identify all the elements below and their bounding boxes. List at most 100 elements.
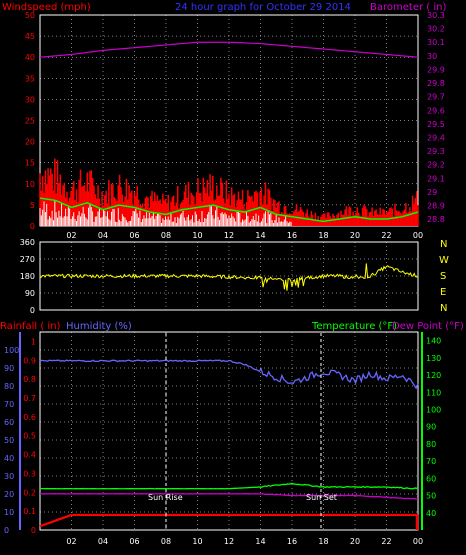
low-x-tick: 18 xyxy=(318,537,328,546)
baro-axis-title: Barometer ( in) xyxy=(370,2,446,13)
low-x-tick: 06 xyxy=(129,537,139,546)
humidity-y-tick: 70 xyxy=(4,400,14,409)
rain-y-tick: 0.1 xyxy=(23,507,36,516)
wind-axis-title: Windspeed (mph) xyxy=(2,2,91,13)
rain-y-tick: 0.7 xyxy=(23,394,36,403)
baro-y-tick: 29 xyxy=(427,188,437,197)
compass-e: E xyxy=(440,287,446,298)
rain-y-tick: 0.4 xyxy=(23,451,36,460)
baro-y-tick: 30.1 xyxy=(427,38,445,47)
rain-y-tick: 0.2 xyxy=(23,488,36,497)
rain-axis-title: Rainfall ( in) xyxy=(0,321,61,332)
temp-y-tick: 50 xyxy=(426,492,436,501)
baro-y-tick: 29.3 xyxy=(427,147,445,156)
wind-y-tick: 10 xyxy=(25,180,35,189)
wind-x-tick: 16 xyxy=(287,231,297,240)
wind-x-tick: 22 xyxy=(381,231,391,240)
wind-y-tick: 30 xyxy=(25,95,35,104)
rain-y-tick: 0.9 xyxy=(23,356,36,365)
wind-y-tick: 20 xyxy=(25,138,35,147)
wind-y-tick: 40 xyxy=(25,53,35,62)
dewpoint-line xyxy=(39,493,419,500)
graph-title: 24 hour graph for October 29 2014 xyxy=(175,2,351,13)
temp-y-tick: 80 xyxy=(426,440,436,449)
wind-chart: 0 5 10 15 20 25 30 35 40 45 50 28.8 28.9 29 29.1 29.2 29… xyxy=(25,11,445,240)
low-x-tick: 12 xyxy=(224,537,234,546)
wind-y-tick: 5 xyxy=(30,201,35,210)
wind-x-tick: 00 xyxy=(413,231,423,240)
wind-y-tick: 25 xyxy=(25,117,35,126)
baro-y-tick: 30.3 xyxy=(427,11,445,20)
low-x-tick: 16 xyxy=(287,537,297,546)
baro-y-tick: 29.1 xyxy=(427,174,445,183)
temp-humidity-chart: 00.10.20.30.40.50.60.70.80.9101020304050… xyxy=(4,332,441,546)
rain-y-tick: 0 xyxy=(31,526,36,535)
baro-y-tick: 29.6 xyxy=(427,106,445,115)
dir-y-tick: 90 xyxy=(25,289,35,298)
compass-n-bottom: N xyxy=(440,303,447,314)
wind-y-tick: 0 xyxy=(30,222,35,231)
dew-axis-title: Dew Point (°F) xyxy=(392,321,464,332)
humidity-y-tick: 20 xyxy=(4,490,14,499)
baro-y-tick: 29.4 xyxy=(427,134,445,143)
rain-y-tick: 1 xyxy=(31,337,36,346)
low-x-tick: 00 xyxy=(413,537,423,546)
baro-y-tick: 29.2 xyxy=(427,161,445,170)
humidity-y-tick: 40 xyxy=(4,454,14,463)
baro-y-tick: 29.7 xyxy=(427,93,445,102)
wind-x-tick: 02 xyxy=(66,231,76,240)
baro-y-tick: 29.5 xyxy=(427,120,445,129)
wind-x-tick: 06 xyxy=(129,231,139,240)
wind-x-tick: 12 xyxy=(224,231,234,240)
humidity-y-tick: 0 xyxy=(4,526,9,535)
wind-x-tick: 20 xyxy=(350,231,360,240)
humidity-y-tick: 50 xyxy=(4,436,14,445)
compass-w: W xyxy=(439,255,449,266)
wind-x-tick: 14 xyxy=(255,231,265,240)
temp-axis-title: Temperature (°F) xyxy=(311,321,397,332)
temp-y-tick: 140 xyxy=(426,337,441,346)
temp-y-tick: 110 xyxy=(426,388,441,397)
dir-y-tick: 360 xyxy=(20,238,35,247)
rain-y-tick: 0.5 xyxy=(23,432,36,441)
wind-average-line xyxy=(39,197,419,223)
rainfall-line xyxy=(39,513,418,528)
sunrise-label: Sun Rise xyxy=(148,493,183,502)
temperature-line xyxy=(39,482,419,490)
humidity-y-tick: 10 xyxy=(4,508,14,517)
low-x-tick: 22 xyxy=(381,537,391,546)
temp-y-tick: 130 xyxy=(426,354,441,363)
temp-y-tick: 90 xyxy=(426,423,436,432)
wind-x-tick: 18 xyxy=(318,231,328,240)
low-x-tick: 14 xyxy=(255,537,265,546)
humidity-y-tick: 30 xyxy=(4,472,14,481)
rain-y-tick: 0.3 xyxy=(23,469,36,478)
low-x-tick: 10 xyxy=(192,537,202,546)
low-x-tick: 08 xyxy=(161,537,171,546)
wind-x-tick: 10 xyxy=(192,231,202,240)
humidity-y-tick: 80 xyxy=(4,382,14,391)
compass-s: S xyxy=(440,271,446,282)
baro-y-tick: 30 xyxy=(427,52,437,61)
dir-y-tick: 180 xyxy=(20,272,35,281)
temp-y-tick: 60 xyxy=(426,474,436,483)
baro-y-tick: 28.9 xyxy=(427,202,445,211)
temp-y-tick: 120 xyxy=(426,371,441,380)
barometer-line xyxy=(39,41,419,58)
humidity-y-tick: 100 xyxy=(4,346,19,355)
direction-chart: 0 90 180 270 360 xyxy=(20,238,419,315)
baro-y-tick: 29.8 xyxy=(427,79,445,88)
dir-y-tick: 0 xyxy=(30,306,35,315)
baro-y-tick: 30.2 xyxy=(427,25,445,34)
wind-x-tick: 08 xyxy=(161,231,171,240)
wind-y-tick: 15 xyxy=(25,159,35,168)
sunset-label: Sun Set xyxy=(306,493,337,502)
low-x-tick: 04 xyxy=(98,537,108,546)
temp-y-tick: 70 xyxy=(426,457,436,466)
baro-y-tick: 29.9 xyxy=(427,65,445,74)
rain-y-tick: 0.6 xyxy=(23,413,36,422)
compass-n-top: N xyxy=(440,239,447,250)
temp-y-tick: 40 xyxy=(426,509,436,518)
wind-y-tick: 45 xyxy=(25,32,35,41)
humidity-line xyxy=(39,359,419,390)
